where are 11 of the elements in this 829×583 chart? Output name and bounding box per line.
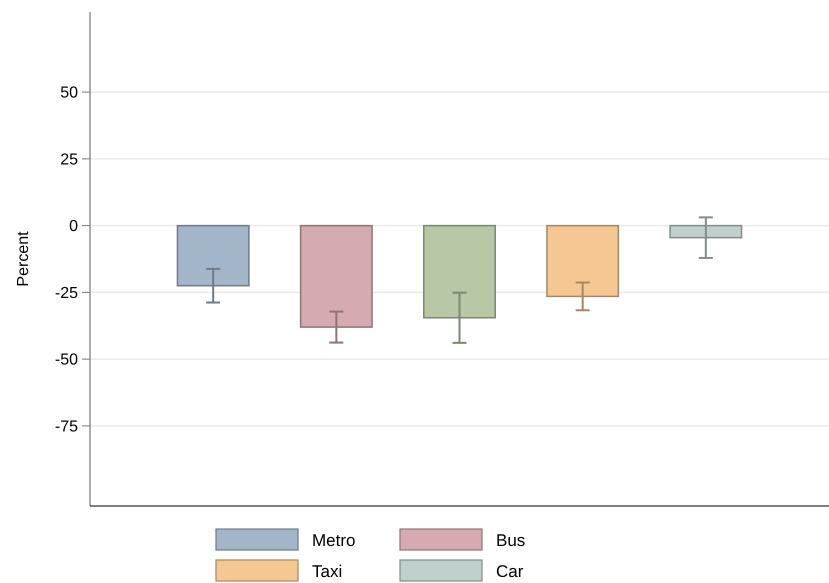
y-tick-label: -50 [54,352,78,369]
y-tick-label: 25 [60,151,78,168]
legend-label: Car [496,562,524,581]
y-tick-label: 50 [60,84,78,102]
y-tick-label: -75 [54,418,78,436]
y-axis-title: Percent [15,230,32,287]
y-tick-label: 0 [69,218,78,236]
legend-label: Metro [312,530,356,550]
legend-label: Bus [496,530,526,550]
y-tick-label: -25 [54,284,78,302]
legend-label: Taxi [312,562,342,581]
